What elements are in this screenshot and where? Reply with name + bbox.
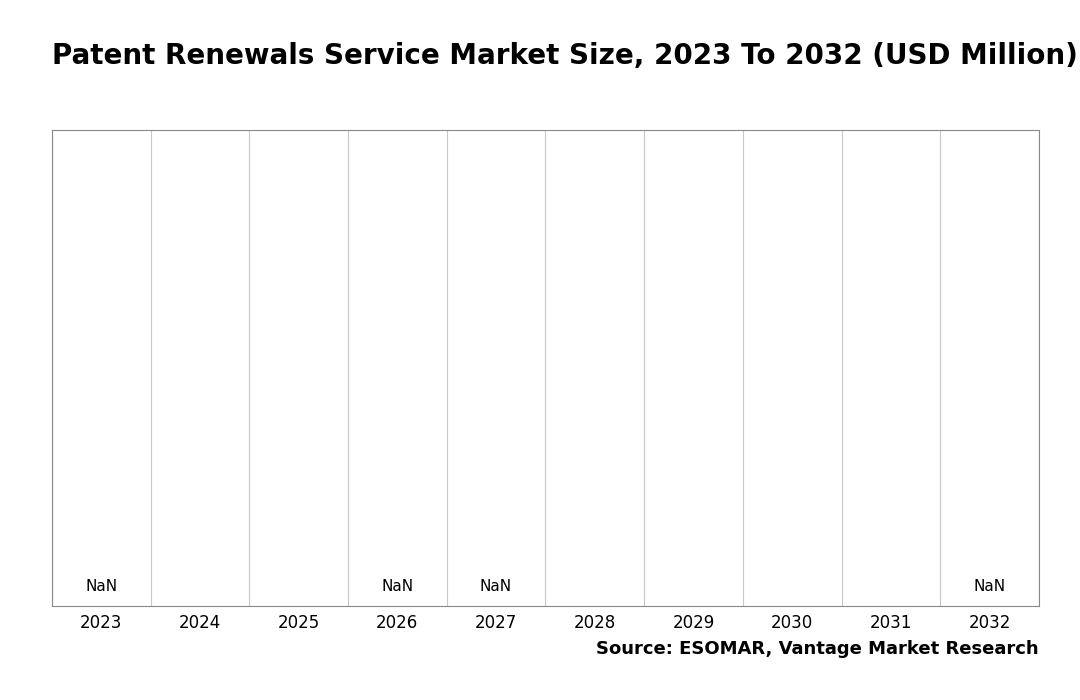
Text: NaN: NaN (85, 579, 118, 594)
Text: NaN: NaN (973, 579, 1005, 594)
Text: NaN: NaN (381, 579, 414, 594)
Text: Patent Renewals Service Market Size, 2023 To 2032 (USD Million): Patent Renewals Service Market Size, 202… (52, 42, 1078, 70)
Text: Source: ESOMAR, Vantage Market Research: Source: ESOMAR, Vantage Market Research (596, 640, 1039, 658)
Text: NaN: NaN (480, 579, 512, 594)
